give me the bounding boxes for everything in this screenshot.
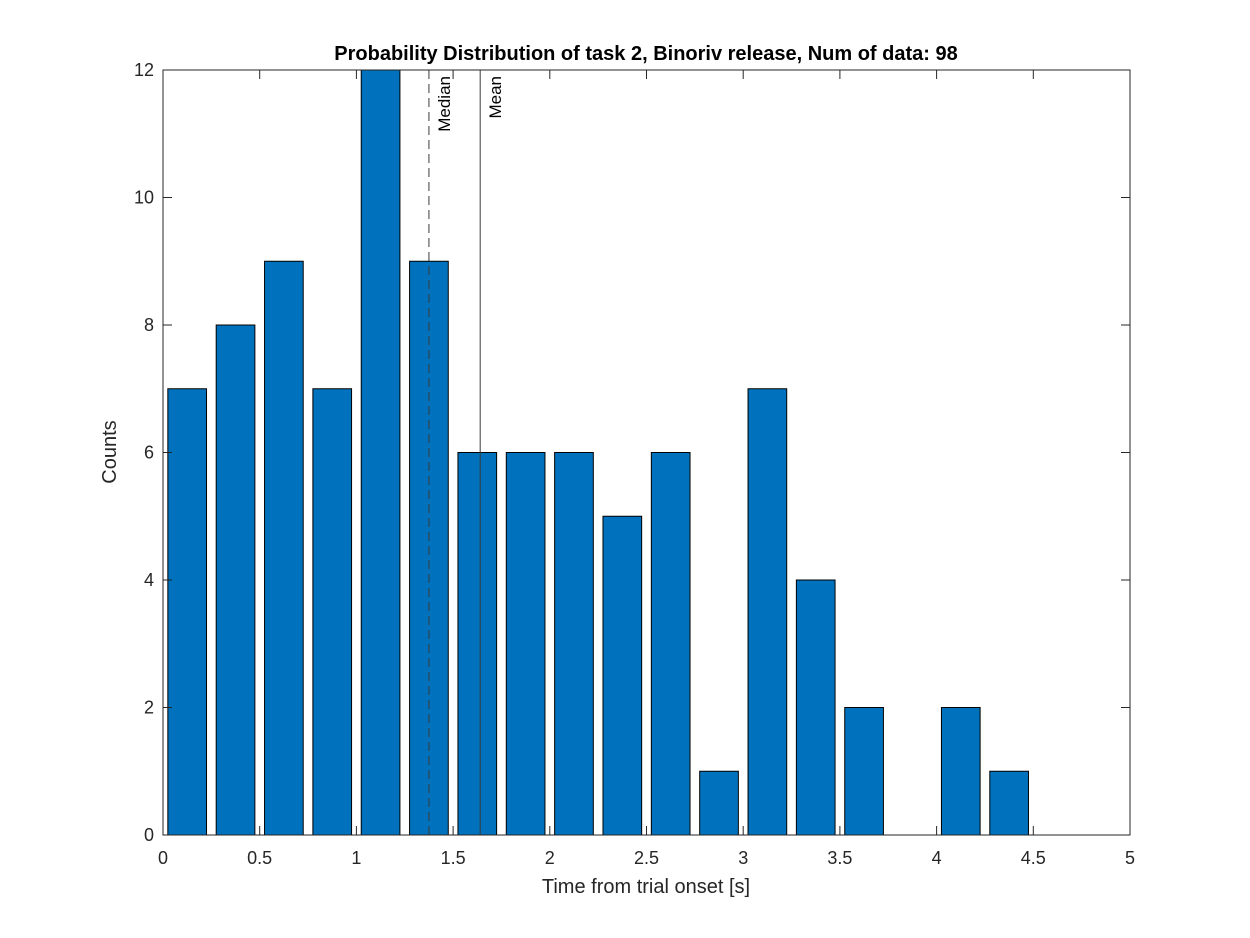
bar (215, 324, 256, 836)
bars-group (167, 69, 1029, 836)
x-tick-label: 5 (1125, 848, 1135, 868)
y-tick-label: 12 (134, 60, 154, 80)
median-label: Median (435, 76, 454, 132)
mean-label: Mean (486, 76, 505, 119)
bar (360, 69, 401, 836)
x-tick-label: 1 (351, 848, 361, 868)
bar (989, 770, 1029, 836)
x-tick-label: 4.5 (1021, 848, 1046, 868)
ticks-group: 0 0.5 1 1.5 2 2.5 3 3.5 4 4.5 5 0 2 4 6 8 10 12 (134, 60, 1135, 868)
bar (844, 707, 884, 836)
x-axis-label: Time from trial onset [s] (542, 876, 750, 898)
x-tick-label: 1.5 (441, 848, 466, 868)
bar (264, 260, 304, 836)
y-tick-label: 4 (144, 570, 154, 590)
bar (167, 388, 208, 836)
y-tick-label: 2 (144, 698, 154, 718)
x-tick-label: 0 (158, 848, 168, 868)
bar (747, 388, 788, 836)
bar (312, 388, 353, 836)
bar (602, 515, 643, 836)
y-axis-label: Counts (99, 420, 121, 483)
y-tick-label: 6 (144, 443, 154, 463)
bar (699, 770, 739, 836)
bar (505, 452, 546, 836)
x-tick-label: 4 (932, 848, 942, 868)
bar (554, 452, 594, 836)
x-tick-label: 3.5 (827, 848, 852, 868)
bar (650, 452, 691, 836)
bar (457, 452, 498, 836)
reference-lines-group: Median Mean (428, 70, 505, 835)
y-tick-label: 0 (144, 825, 154, 845)
plot-area (163, 70, 1130, 835)
x-tick-label: 2.5 (634, 848, 659, 868)
bar (795, 579, 836, 836)
x-tick-label: 0.5 (247, 848, 272, 868)
y-tick-label: 8 (144, 315, 154, 335)
y-tick-label: 10 (134, 188, 154, 208)
x-tick-label: 2 (545, 848, 555, 868)
bar (940, 707, 981, 836)
x-tick-label: 3 (738, 848, 748, 868)
chart-title: Probability Distribution of task 2, Bino… (334, 43, 957, 65)
